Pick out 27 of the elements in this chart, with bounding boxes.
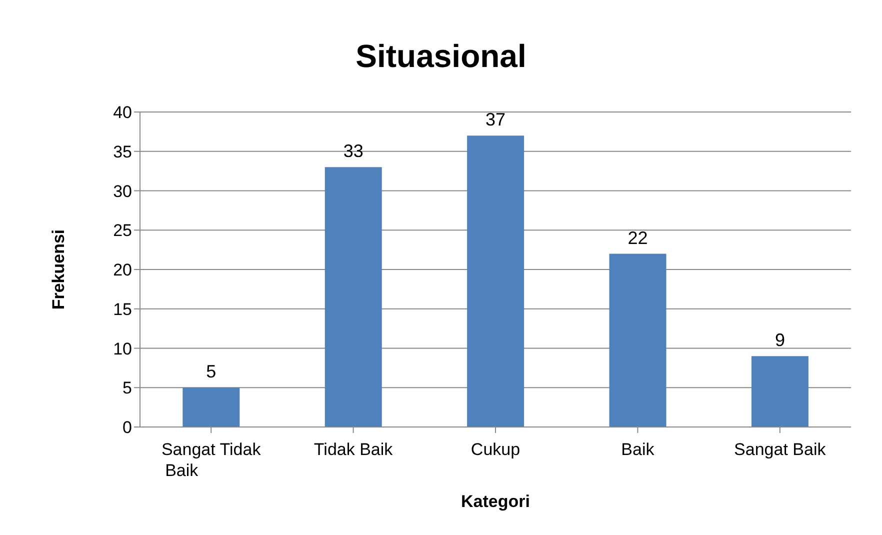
y-tick-label: 5 bbox=[122, 378, 132, 398]
x-tick-label: Cukup bbox=[470, 440, 520, 459]
y-tick-label: 10 bbox=[113, 339, 132, 358]
y-tick-label: 20 bbox=[113, 260, 132, 280]
data-label: 33 bbox=[343, 141, 364, 162]
y-tick-label: 40 bbox=[113, 103, 132, 122]
y-tick-label: 15 bbox=[113, 300, 132, 319]
data-label: 9 bbox=[774, 330, 785, 350]
bar bbox=[751, 356, 808, 427]
x-tick-label: Sangat Tidak Baik bbox=[161, 440, 262, 480]
y-axis-title: Frekuensi bbox=[49, 229, 68, 310]
data-label: 5 bbox=[206, 362, 216, 382]
x-tick-label: Tidak Baik bbox=[314, 440, 394, 459]
chart-title: Situasional bbox=[354, 38, 528, 75]
bar bbox=[182, 388, 240, 427]
x-axis-title: Kategori bbox=[461, 492, 530, 511]
x-tick-label: Sangat Baik bbox=[734, 440, 826, 459]
bar bbox=[467, 136, 524, 427]
y-tick-label: 25 bbox=[113, 221, 132, 240]
y-tick-label: 30 bbox=[113, 182, 132, 201]
data-label: 37 bbox=[486, 110, 506, 130]
bar bbox=[609, 254, 666, 427]
bar bbox=[324, 167, 382, 427]
x-tick-label: Baik bbox=[621, 440, 655, 459]
data-label: 22 bbox=[628, 228, 648, 248]
y-tick-label: 35 bbox=[113, 142, 132, 162]
y-tick-label: 0 bbox=[122, 418, 132, 438]
